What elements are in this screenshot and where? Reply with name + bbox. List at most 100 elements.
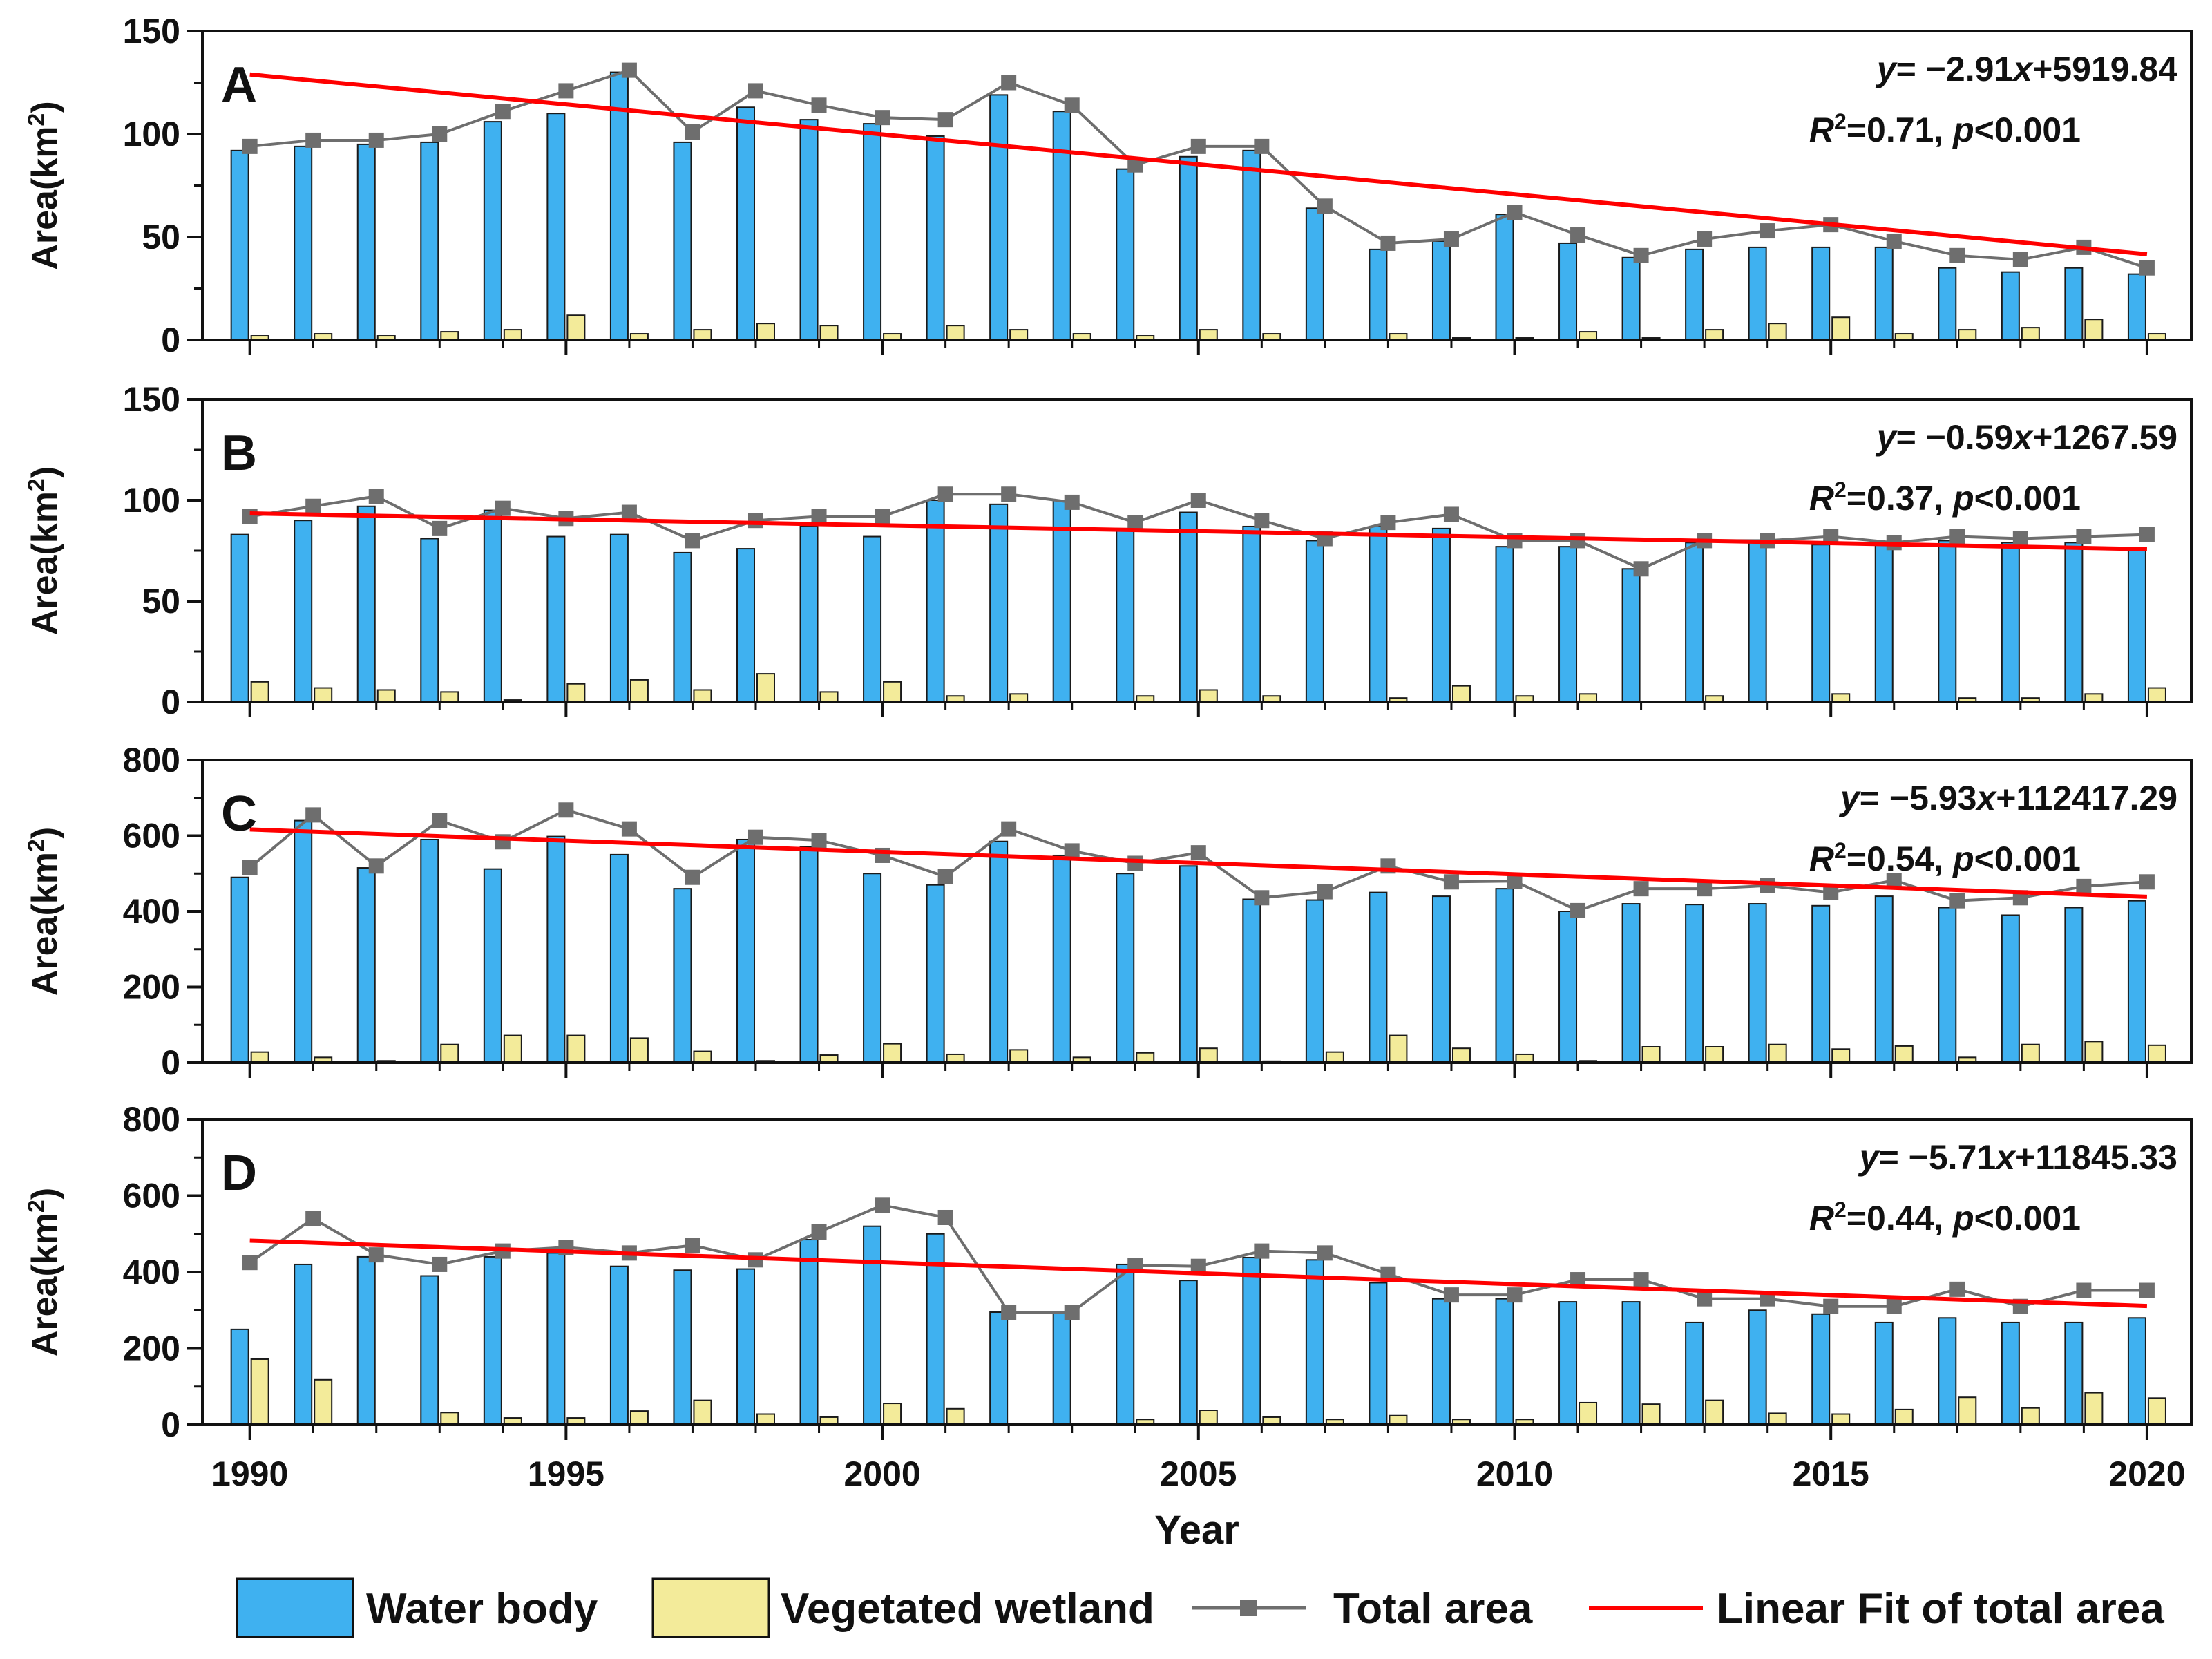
water-bar bbox=[799, 846, 819, 1064]
water-bar bbox=[2001, 914, 2020, 1063]
water-bar bbox=[863, 1225, 882, 1425]
water-bar bbox=[863, 535, 882, 703]
vegetated-bar bbox=[2021, 1407, 2040, 1425]
eq-p-value: <0.001 bbox=[1974, 1199, 2081, 1238]
vegetated-bar bbox=[1325, 1051, 1344, 1064]
total-area-marker bbox=[1570, 533, 1586, 549]
water-bar bbox=[1558, 242, 1578, 341]
total-area-marker bbox=[1570, 227, 1586, 243]
total-area-marker bbox=[1380, 515, 1396, 531]
vegetated-bar bbox=[314, 1378, 333, 1426]
water-bar bbox=[673, 1269, 692, 1426]
y-tick-label: 400 bbox=[123, 892, 180, 931]
total-area-marker bbox=[1570, 902, 1586, 918]
eq-intercept: +11845.33 bbox=[2015, 1138, 2177, 1177]
water-bar bbox=[1874, 246, 1894, 341]
water-bar bbox=[2127, 550, 2146, 703]
water-bar bbox=[1179, 865, 1198, 1064]
vegetated-bar bbox=[2147, 1397, 2166, 1425]
total-area-marker bbox=[1190, 138, 1206, 154]
total-area-marker bbox=[2139, 260, 2155, 276]
legend-total-label: Total area bbox=[1333, 1585, 1533, 1633]
vegetated-bar bbox=[629, 1410, 649, 1425]
total-area-marker bbox=[685, 1238, 700, 1253]
water-bar bbox=[1242, 149, 1261, 341]
total-area-marker bbox=[368, 858, 384, 874]
water-bar bbox=[1242, 1257, 1261, 1425]
x-tick-label: 2005 bbox=[1160, 1454, 1237, 1493]
water-bar bbox=[1938, 267, 1957, 341]
total-area-marker bbox=[1001, 486, 1017, 502]
total-area-marker bbox=[811, 97, 827, 113]
total-area-marker bbox=[558, 802, 574, 818]
y-axis-title-sup: 2 bbox=[23, 1200, 50, 1213]
water-bar bbox=[1495, 546, 1514, 703]
water-bar bbox=[1179, 511, 1198, 703]
y-tick-label: 0 bbox=[161, 1043, 180, 1082]
water-bar bbox=[736, 548, 755, 703]
y-tick-label: 150 bbox=[123, 380, 180, 419]
eq-p-value: <0.001 bbox=[1974, 111, 2081, 149]
vegetated-bar bbox=[629, 1037, 649, 1063]
water-bar bbox=[2127, 273, 2146, 341]
water-bar bbox=[1558, 911, 1578, 1063]
water-bar bbox=[1052, 500, 1071, 703]
x-tick-label: 1990 bbox=[211, 1454, 288, 1493]
panel-letter: D bbox=[221, 1146, 257, 1201]
vegetated-bar bbox=[1894, 1408, 1914, 1426]
vegetated-bar bbox=[376, 689, 396, 703]
eq-r-sup: 2 bbox=[1834, 1197, 1847, 1222]
water-bar bbox=[1811, 1313, 1831, 1426]
vegetated-bar bbox=[1705, 1399, 1724, 1426]
total-area-marker bbox=[1886, 233, 1902, 249]
vegetated-bar bbox=[693, 1050, 712, 1063]
water-bar bbox=[1495, 888, 1514, 1064]
y-tick-label: 0 bbox=[161, 683, 180, 721]
vegetated-bar bbox=[756, 323, 775, 341]
total-area-marker bbox=[1127, 855, 1143, 871]
water-bar bbox=[1621, 256, 1641, 341]
linear-fit-line bbox=[249, 72, 2148, 256]
vegetated-bar bbox=[1451, 1047, 1471, 1063]
vegetated-bar bbox=[1579, 1401, 1598, 1425]
panel-letter: B bbox=[221, 426, 257, 481]
vegetated-bar bbox=[819, 325, 839, 341]
vegetated-bar bbox=[1705, 1046, 1724, 1064]
water-bar bbox=[483, 868, 502, 1064]
water-bar bbox=[1052, 854, 1071, 1063]
total-area-marker bbox=[937, 112, 953, 128]
water-bar bbox=[736, 106, 755, 341]
total-area-marker bbox=[2139, 874, 2155, 890]
total-area-marker bbox=[747, 513, 763, 529]
y-tick-label: 600 bbox=[123, 1177, 180, 1215]
water-bar bbox=[1052, 111, 1071, 341]
total-area-marker bbox=[242, 138, 258, 154]
eq-intercept: +112417.29 bbox=[1996, 779, 2177, 817]
y-axis-title-sup: 2 bbox=[23, 839, 50, 852]
vegetated-bar bbox=[1641, 1403, 1661, 1426]
total-area-marker bbox=[1886, 1298, 1902, 1314]
vegetated-bar bbox=[1009, 1049, 1029, 1064]
linear-fit-line bbox=[249, 511, 2147, 551]
eq-x: x bbox=[1994, 1138, 2016, 1177]
total-area-marker bbox=[1633, 247, 1649, 263]
eq-slope: = −5.71 bbox=[1879, 1138, 1996, 1177]
total-area-marker bbox=[811, 1224, 827, 1240]
water-bar bbox=[230, 149, 249, 341]
total-area-marker bbox=[937, 869, 953, 884]
vegetated-bar bbox=[2084, 319, 2104, 341]
water-bar bbox=[294, 520, 313, 703]
y-axis-title: Area(km2) bbox=[23, 101, 65, 269]
vegetated-bar bbox=[883, 1043, 902, 1063]
total-area-marker bbox=[2139, 1282, 2155, 1298]
total-area-marker bbox=[1001, 821, 1017, 837]
water-bar bbox=[1558, 546, 1578, 703]
water-bar bbox=[1621, 903, 1641, 1064]
water-bar bbox=[1748, 903, 1767, 1064]
total-area-marker bbox=[1443, 1287, 1459, 1303]
eq-p-value: <0.001 bbox=[1974, 479, 2081, 518]
y-tick-label: 400 bbox=[123, 1253, 180, 1291]
water-bar bbox=[546, 113, 566, 341]
